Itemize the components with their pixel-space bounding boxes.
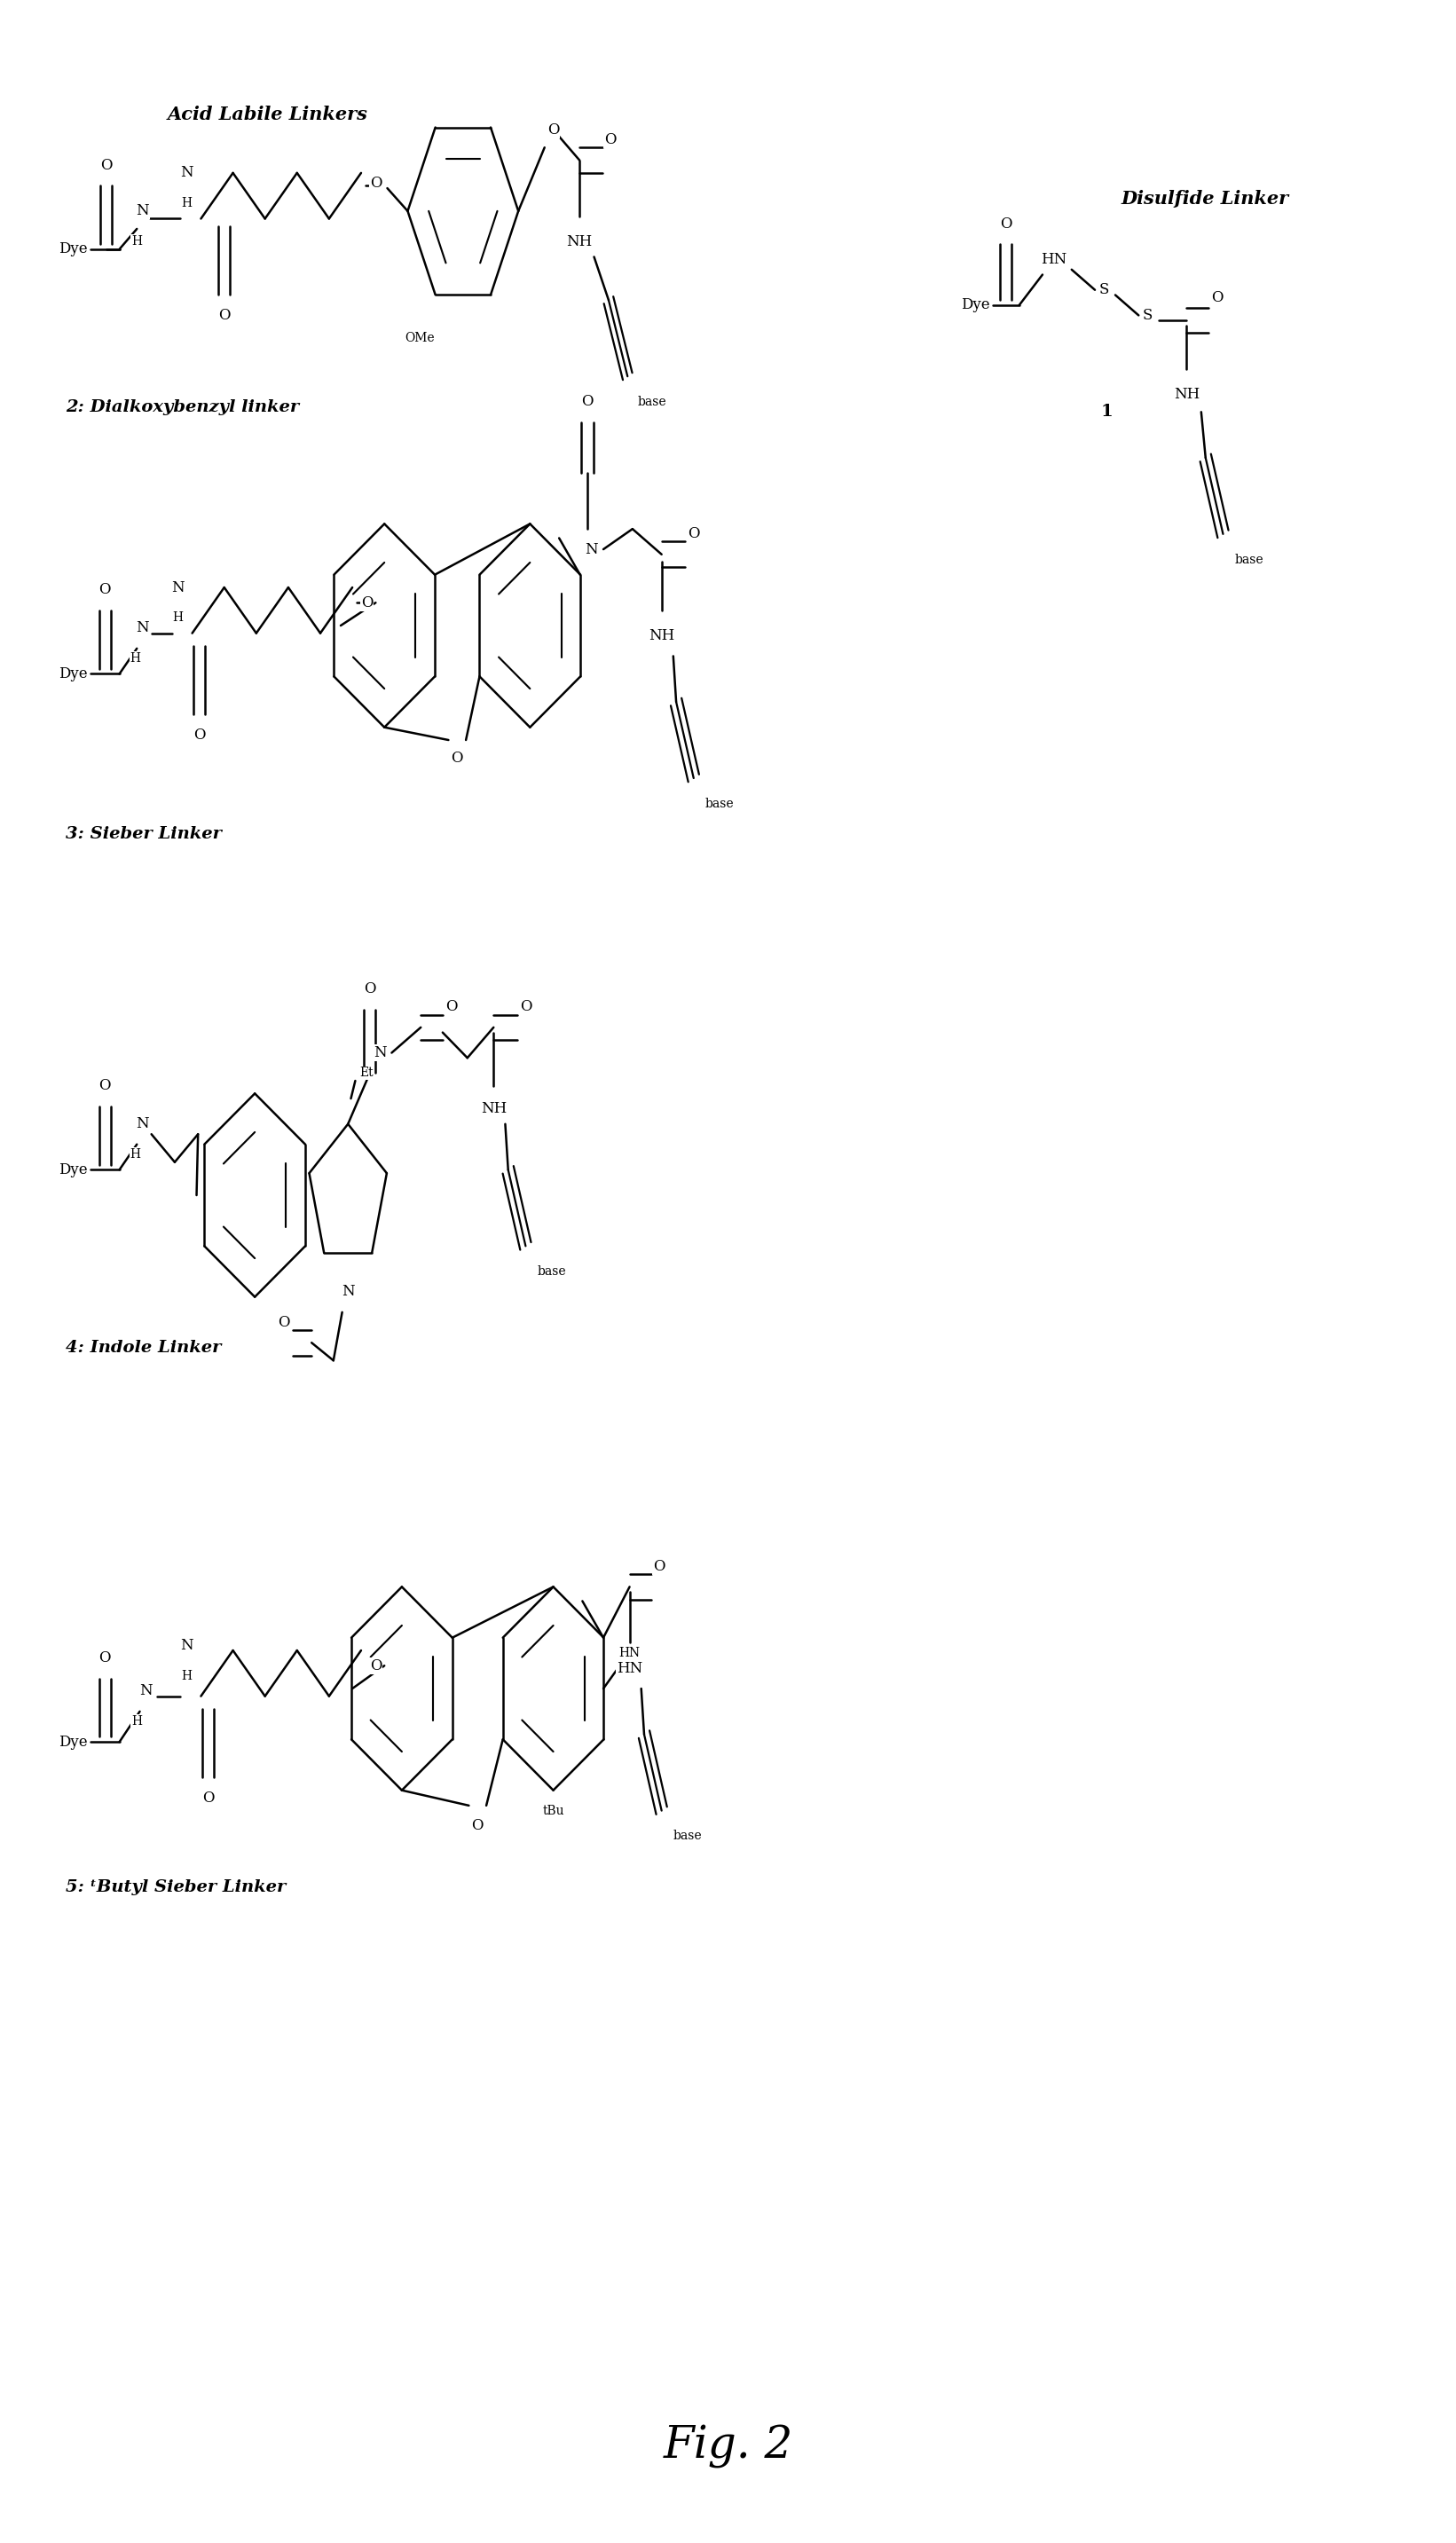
Text: Et: Et [360, 1068, 374, 1078]
Text: 3: Sieber Linker: 3: Sieber Linker [66, 826, 221, 842]
Text: base: base [537, 1266, 566, 1277]
Text: 2: Dialkoxybenzyl linker: 2: Dialkoxybenzyl linker [66, 399, 298, 415]
Text: HN: HN [1041, 252, 1067, 267]
Text: base: base [705, 799, 734, 809]
Text: HN: HN [616, 1661, 642, 1676]
Text: 1: 1 [1101, 404, 1112, 420]
Text: 4: Indole Linker: 4: Indole Linker [66, 1340, 221, 1355]
Text: S: S [1143, 308, 1152, 323]
Text: N: N [137, 203, 149, 219]
Text: O: O [278, 1315, 290, 1330]
Text: O: O [547, 122, 559, 137]
Text: Dye: Dye [58, 242, 87, 257]
Text: O: O [370, 1658, 381, 1673]
Text: Acid Labile Linkers: Acid Labile Linkers [167, 107, 368, 122]
Text: Dye: Dye [58, 666, 87, 682]
Text: NH: NH [566, 234, 593, 249]
Text: base: base [638, 397, 667, 407]
Text: Dye: Dye [58, 1734, 87, 1750]
Text: O: O [1211, 290, 1223, 305]
Text: N: N [585, 542, 598, 557]
Text: N: N [172, 580, 183, 595]
Text: O: O [99, 1078, 111, 1093]
Text: O: O [202, 1790, 214, 1806]
Text: HN: HN [619, 1648, 641, 1658]
Text: O: O [604, 132, 616, 147]
Text: N: N [137, 1116, 149, 1132]
Text: N: N [140, 1683, 151, 1699]
Text: N: N [181, 1638, 192, 1653]
Text: O: O [652, 1559, 665, 1574]
Text: OMe: OMe [405, 333, 434, 343]
Text: O: O [99, 582, 111, 598]
Text: Fig. 2: Fig. 2 [662, 2423, 794, 2469]
Text: Dye: Dye [58, 1162, 87, 1177]
Text: NH: NH [1174, 387, 1200, 402]
Text: S: S [1099, 282, 1108, 298]
Text: O: O [361, 595, 373, 610]
Text: Dye: Dye [961, 298, 990, 313]
Text: O: O [581, 394, 594, 409]
Text: base: base [673, 1831, 702, 1841]
Text: base: base [1235, 554, 1264, 565]
Text: O: O [472, 1818, 483, 1834]
Text: O: O [218, 308, 230, 323]
Text: O: O [364, 982, 376, 997]
Text: O: O [687, 526, 700, 542]
Text: H: H [130, 654, 141, 664]
Text: N: N [374, 1045, 386, 1060]
Text: O: O [194, 727, 205, 743]
Text: O: O [100, 158, 112, 173]
Text: 5: ᵗButyl Sieber Linker: 5: ᵗButyl Sieber Linker [66, 1879, 285, 1895]
Text: O: O [520, 999, 531, 1015]
Text: O: O [451, 750, 463, 765]
Text: H: H [131, 1717, 143, 1727]
Text: N: N [181, 165, 192, 181]
Text: H: H [130, 1149, 141, 1160]
Text: N: N [137, 620, 149, 636]
Text: H: H [131, 236, 143, 247]
Text: H: H [181, 198, 192, 209]
Text: O: O [99, 1650, 111, 1666]
Text: Disulfide Linker: Disulfide Linker [1121, 191, 1289, 206]
Text: O: O [446, 999, 457, 1015]
Text: tBu: tBu [542, 1806, 565, 1816]
Text: O: O [1000, 216, 1012, 231]
Text: N: N [342, 1284, 354, 1299]
Text: H: H [172, 613, 183, 623]
Text: H: H [181, 1671, 192, 1681]
Text: NH: NH [480, 1101, 507, 1116]
Text: O: O [370, 175, 381, 191]
Text: NH: NH [648, 628, 674, 643]
